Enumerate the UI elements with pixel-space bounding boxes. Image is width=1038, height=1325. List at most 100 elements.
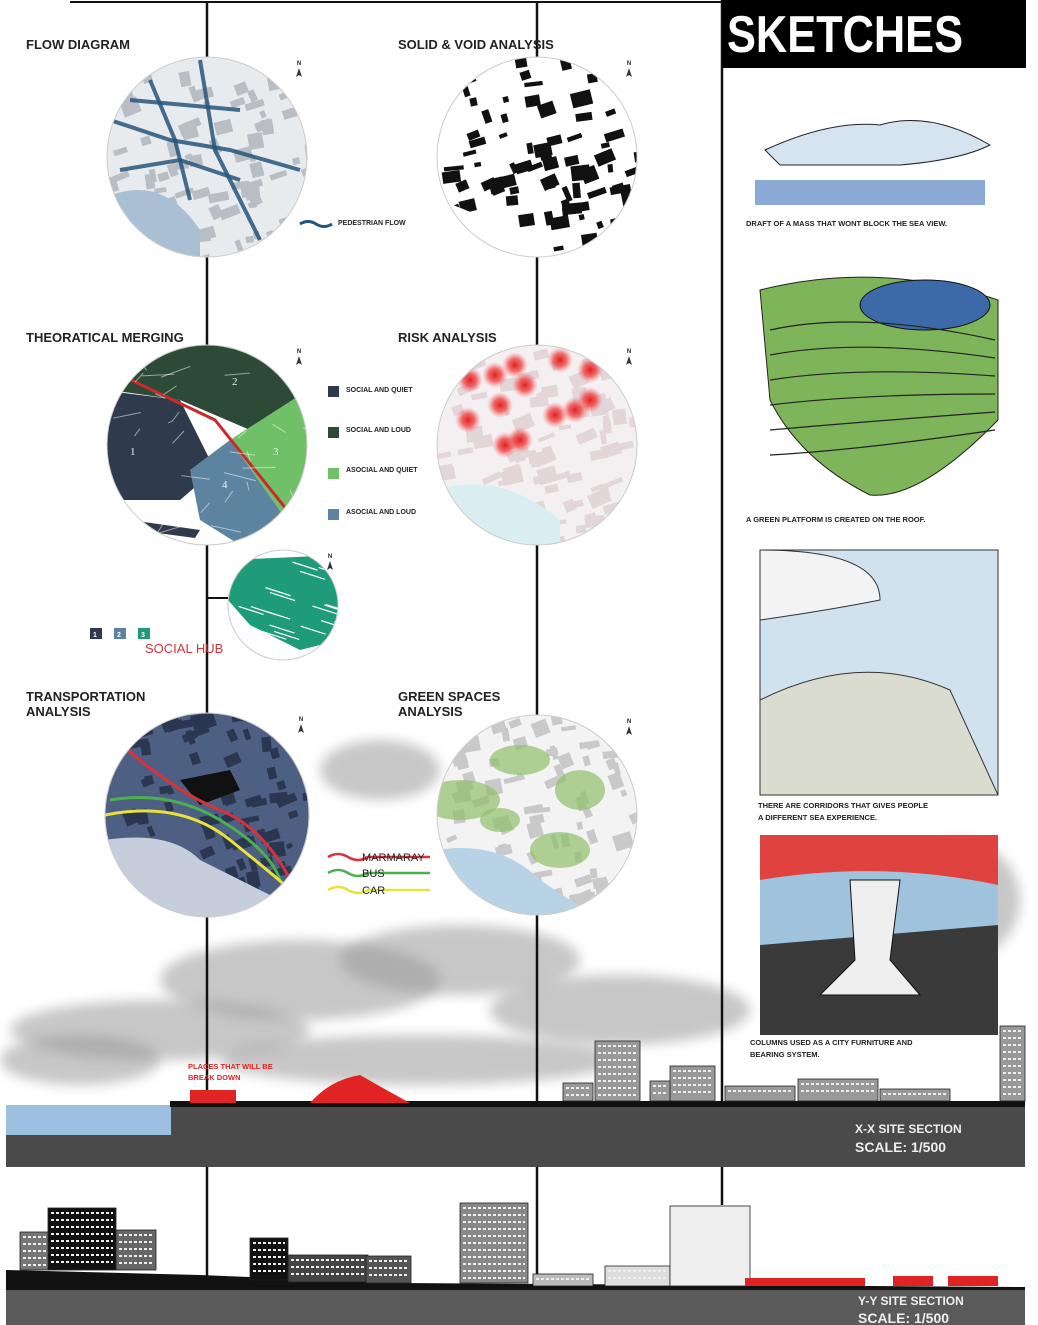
bus-line (109, 796, 282, 881)
map-block (236, 857, 247, 872)
map-block (545, 747, 559, 757)
section-building (724, 1085, 796, 1102)
map-block (578, 248, 600, 257)
map-block (503, 774, 525, 785)
legend-swatch (328, 386, 339, 397)
map-block (587, 186, 607, 199)
map-block (605, 108, 617, 117)
street (224, 372, 250, 376)
demolished (893, 1276, 933, 1286)
map-block (526, 850, 538, 865)
map-block (614, 883, 625, 896)
map-block (190, 535, 211, 545)
street (264, 610, 291, 620)
map-block (324, 646, 338, 659)
note-line: BREAK DOWN (188, 1073, 241, 1082)
map-block (287, 809, 299, 820)
map-block (560, 725, 577, 732)
zone-number: 2 (232, 376, 238, 388)
legend-label: CAR (362, 885, 385, 897)
map-block (300, 164, 307, 177)
street (200, 502, 210, 514)
map-block (611, 408, 628, 426)
legend-key: 3 (141, 632, 145, 639)
map-block (276, 347, 299, 367)
map-block (578, 214, 585, 221)
map-block (318, 651, 328, 660)
map-block (279, 363, 295, 374)
map-block (299, 193, 307, 212)
map-block (140, 135, 152, 147)
street (292, 561, 318, 571)
map-block (487, 539, 509, 545)
map-block (584, 243, 596, 257)
map-block (630, 231, 637, 250)
social-hub-label: SOCIAL HUB (145, 641, 223, 656)
note-line: PLACES THAT WILL BE (188, 1062, 273, 1071)
map-block (494, 844, 513, 857)
map-block (537, 432, 556, 443)
map-block (439, 724, 460, 743)
map-block (335, 625, 338, 634)
map-block (250, 797, 268, 808)
map-block (529, 813, 545, 826)
map-block (500, 113, 509, 124)
map-block (437, 451, 452, 460)
street (157, 521, 198, 534)
north-arrow (626, 726, 632, 735)
map-block (455, 521, 468, 538)
map-block (184, 153, 193, 161)
map-block (247, 197, 263, 209)
map-block (624, 907, 637, 915)
map-block (144, 173, 156, 190)
pier (130, 520, 200, 538)
map-block (524, 80, 543, 88)
labels-layer: SKETCHES FLOW DIAGRAM SOLID & VOID ANALY… (26, 0, 1026, 1325)
map-block (289, 368, 301, 376)
risk-spot (562, 397, 588, 423)
map-block (468, 136, 487, 149)
map-block (633, 150, 637, 163)
sketches-header-band (722, 0, 1026, 68)
map-block (577, 538, 597, 545)
map-block (271, 238, 293, 253)
section-building (594, 1040, 641, 1102)
section-scale: SCALE: 1/500 (858, 1310, 949, 1325)
map-block (218, 203, 241, 221)
map-block (307, 823, 309, 834)
demolished (745, 1278, 865, 1286)
map-block (620, 789, 628, 797)
panel-title: TRANSPORTATION ANALYSIS (26, 689, 145, 719)
map-block (462, 149, 477, 157)
contour (769, 321, 996, 341)
legend-swatch (328, 427, 339, 438)
street (269, 592, 296, 602)
map-block (107, 57, 121, 64)
cloud (0, 1035, 160, 1085)
sketch-building (764, 120, 992, 166)
map-block (603, 128, 626, 143)
map-block (628, 513, 637, 534)
map-block (329, 655, 338, 660)
map-outline (106, 344, 308, 546)
map-block (607, 771, 625, 791)
zone (230, 395, 307, 525)
zone (228, 555, 338, 650)
title-line: ANALYSIS (26, 704, 91, 719)
map-block (495, 254, 503, 257)
map-block (579, 740, 599, 750)
map-block (503, 463, 521, 474)
map-block (575, 111, 593, 122)
map-block (223, 751, 242, 768)
map-block (331, 654, 338, 660)
map-outline (106, 56, 308, 258)
legend-label: ASOCIAL AND QUIET (346, 467, 418, 474)
map-block (265, 229, 278, 246)
flow-line (119, 157, 241, 182)
map-block (527, 449, 538, 465)
panel-title: GREEN SPACES ANALYSIS (398, 689, 501, 719)
street (134, 428, 141, 437)
green-roof (759, 276, 999, 496)
map-block (519, 69, 532, 81)
sketch-water (755, 180, 985, 205)
